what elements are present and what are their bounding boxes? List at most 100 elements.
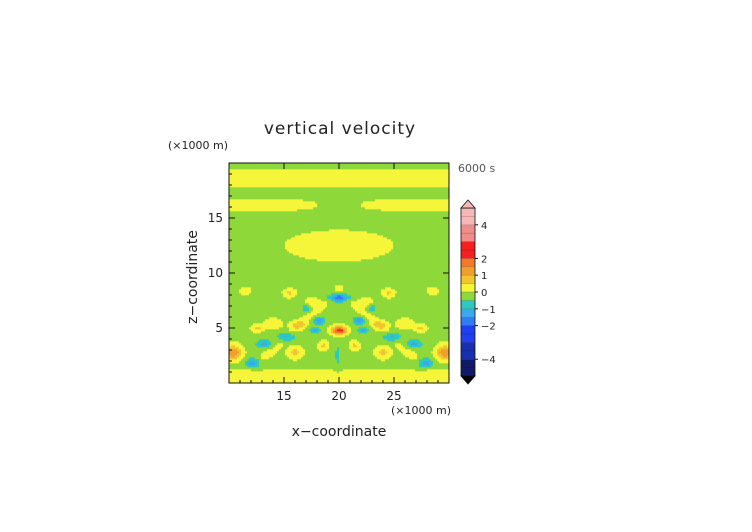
field-cell (339, 321, 342, 324)
field-cell (301, 375, 304, 378)
field-cell (275, 345, 278, 348)
field-cell (231, 323, 234, 326)
field-cell (433, 327, 436, 330)
field-cell (343, 299, 346, 302)
field-cell (409, 347, 412, 350)
field-cell (353, 343, 356, 346)
field-cell (447, 323, 449, 326)
field-cell (429, 337, 432, 340)
field-cell (315, 309, 318, 312)
field-cell (339, 333, 342, 336)
field-cell (391, 299, 394, 302)
field-cell (317, 303, 320, 306)
field-cell (279, 357, 282, 360)
field-cell (347, 367, 350, 370)
field-cell (259, 291, 262, 294)
field-cell (293, 293, 296, 296)
field-cell (241, 321, 244, 324)
field-cell (271, 343, 274, 346)
field-cell (243, 343, 246, 346)
y-unit-label: (×1000 m) (168, 139, 228, 152)
field-cell (401, 297, 404, 300)
field-cell (351, 371, 354, 374)
field-cell (241, 365, 244, 368)
field-cell (243, 313, 246, 316)
field-cell (399, 315, 402, 318)
field-cell (245, 339, 248, 342)
field-cell (427, 343, 430, 346)
field-cell (395, 313, 398, 316)
field-cell (257, 319, 260, 322)
field-cell (341, 365, 344, 368)
field-cell (335, 329, 338, 332)
field-cell (435, 331, 438, 334)
field-cell (375, 297, 378, 300)
field-cell (273, 381, 276, 383)
field-cell (231, 299, 234, 302)
field-cell (383, 355, 386, 358)
field-cell (267, 295, 270, 298)
field-cell (315, 299, 318, 302)
field-cell (263, 339, 266, 342)
field-cell (325, 355, 328, 358)
field-cell (233, 355, 236, 358)
field-cell (273, 315, 276, 318)
field-cell (397, 365, 400, 368)
field-cell (307, 307, 310, 310)
field-cell (313, 329, 316, 332)
field-cell (275, 299, 278, 302)
field-cell (353, 337, 356, 340)
field-cell (255, 343, 258, 346)
field-cell (275, 357, 278, 360)
field-cell (421, 343, 424, 346)
field-cell (423, 307, 426, 310)
field-cell (329, 307, 332, 310)
field-cell (439, 335, 442, 338)
field-cell (337, 371, 340, 374)
field-cell (357, 293, 360, 296)
field-cell (305, 361, 308, 364)
field-cell (283, 337, 286, 340)
field-cell (267, 341, 270, 344)
field-cell (279, 347, 282, 350)
field-cell (315, 303, 318, 306)
field-cell (419, 379, 422, 382)
field-cell (377, 365, 380, 368)
field-cell (345, 331, 348, 334)
field-cell (247, 381, 250, 383)
field-cell (385, 313, 388, 316)
field-cell (429, 369, 432, 372)
field-cell (409, 369, 412, 372)
field-cell (377, 317, 380, 320)
field-cell (245, 375, 248, 378)
field-cell (365, 333, 368, 336)
field-cell (337, 351, 340, 354)
field-cell (381, 327, 384, 330)
field-cell (387, 375, 390, 378)
field-cell (333, 331, 336, 334)
field-cell (383, 375, 386, 378)
field-cell (313, 291, 316, 294)
field-cell (387, 295, 390, 298)
field-cell (371, 293, 374, 296)
field-cell (349, 369, 352, 372)
field-cell (445, 359, 448, 362)
field-cell (293, 319, 296, 322)
field-cell (385, 351, 388, 354)
field-cell (257, 331, 260, 334)
field-cell (435, 297, 438, 300)
field-cell (285, 347, 288, 350)
field-cell (321, 303, 324, 306)
field-cell (327, 347, 330, 350)
field-cell (439, 369, 442, 372)
field-cell (285, 299, 288, 302)
field-cell (259, 293, 262, 296)
field-cell (425, 355, 428, 358)
field-cell (373, 333, 376, 336)
field-cell (313, 295, 316, 298)
field-cell (283, 305, 286, 308)
field-cell (443, 363, 446, 366)
field-cell (379, 295, 382, 298)
field-cell (439, 347, 442, 350)
field-cell (321, 367, 324, 370)
